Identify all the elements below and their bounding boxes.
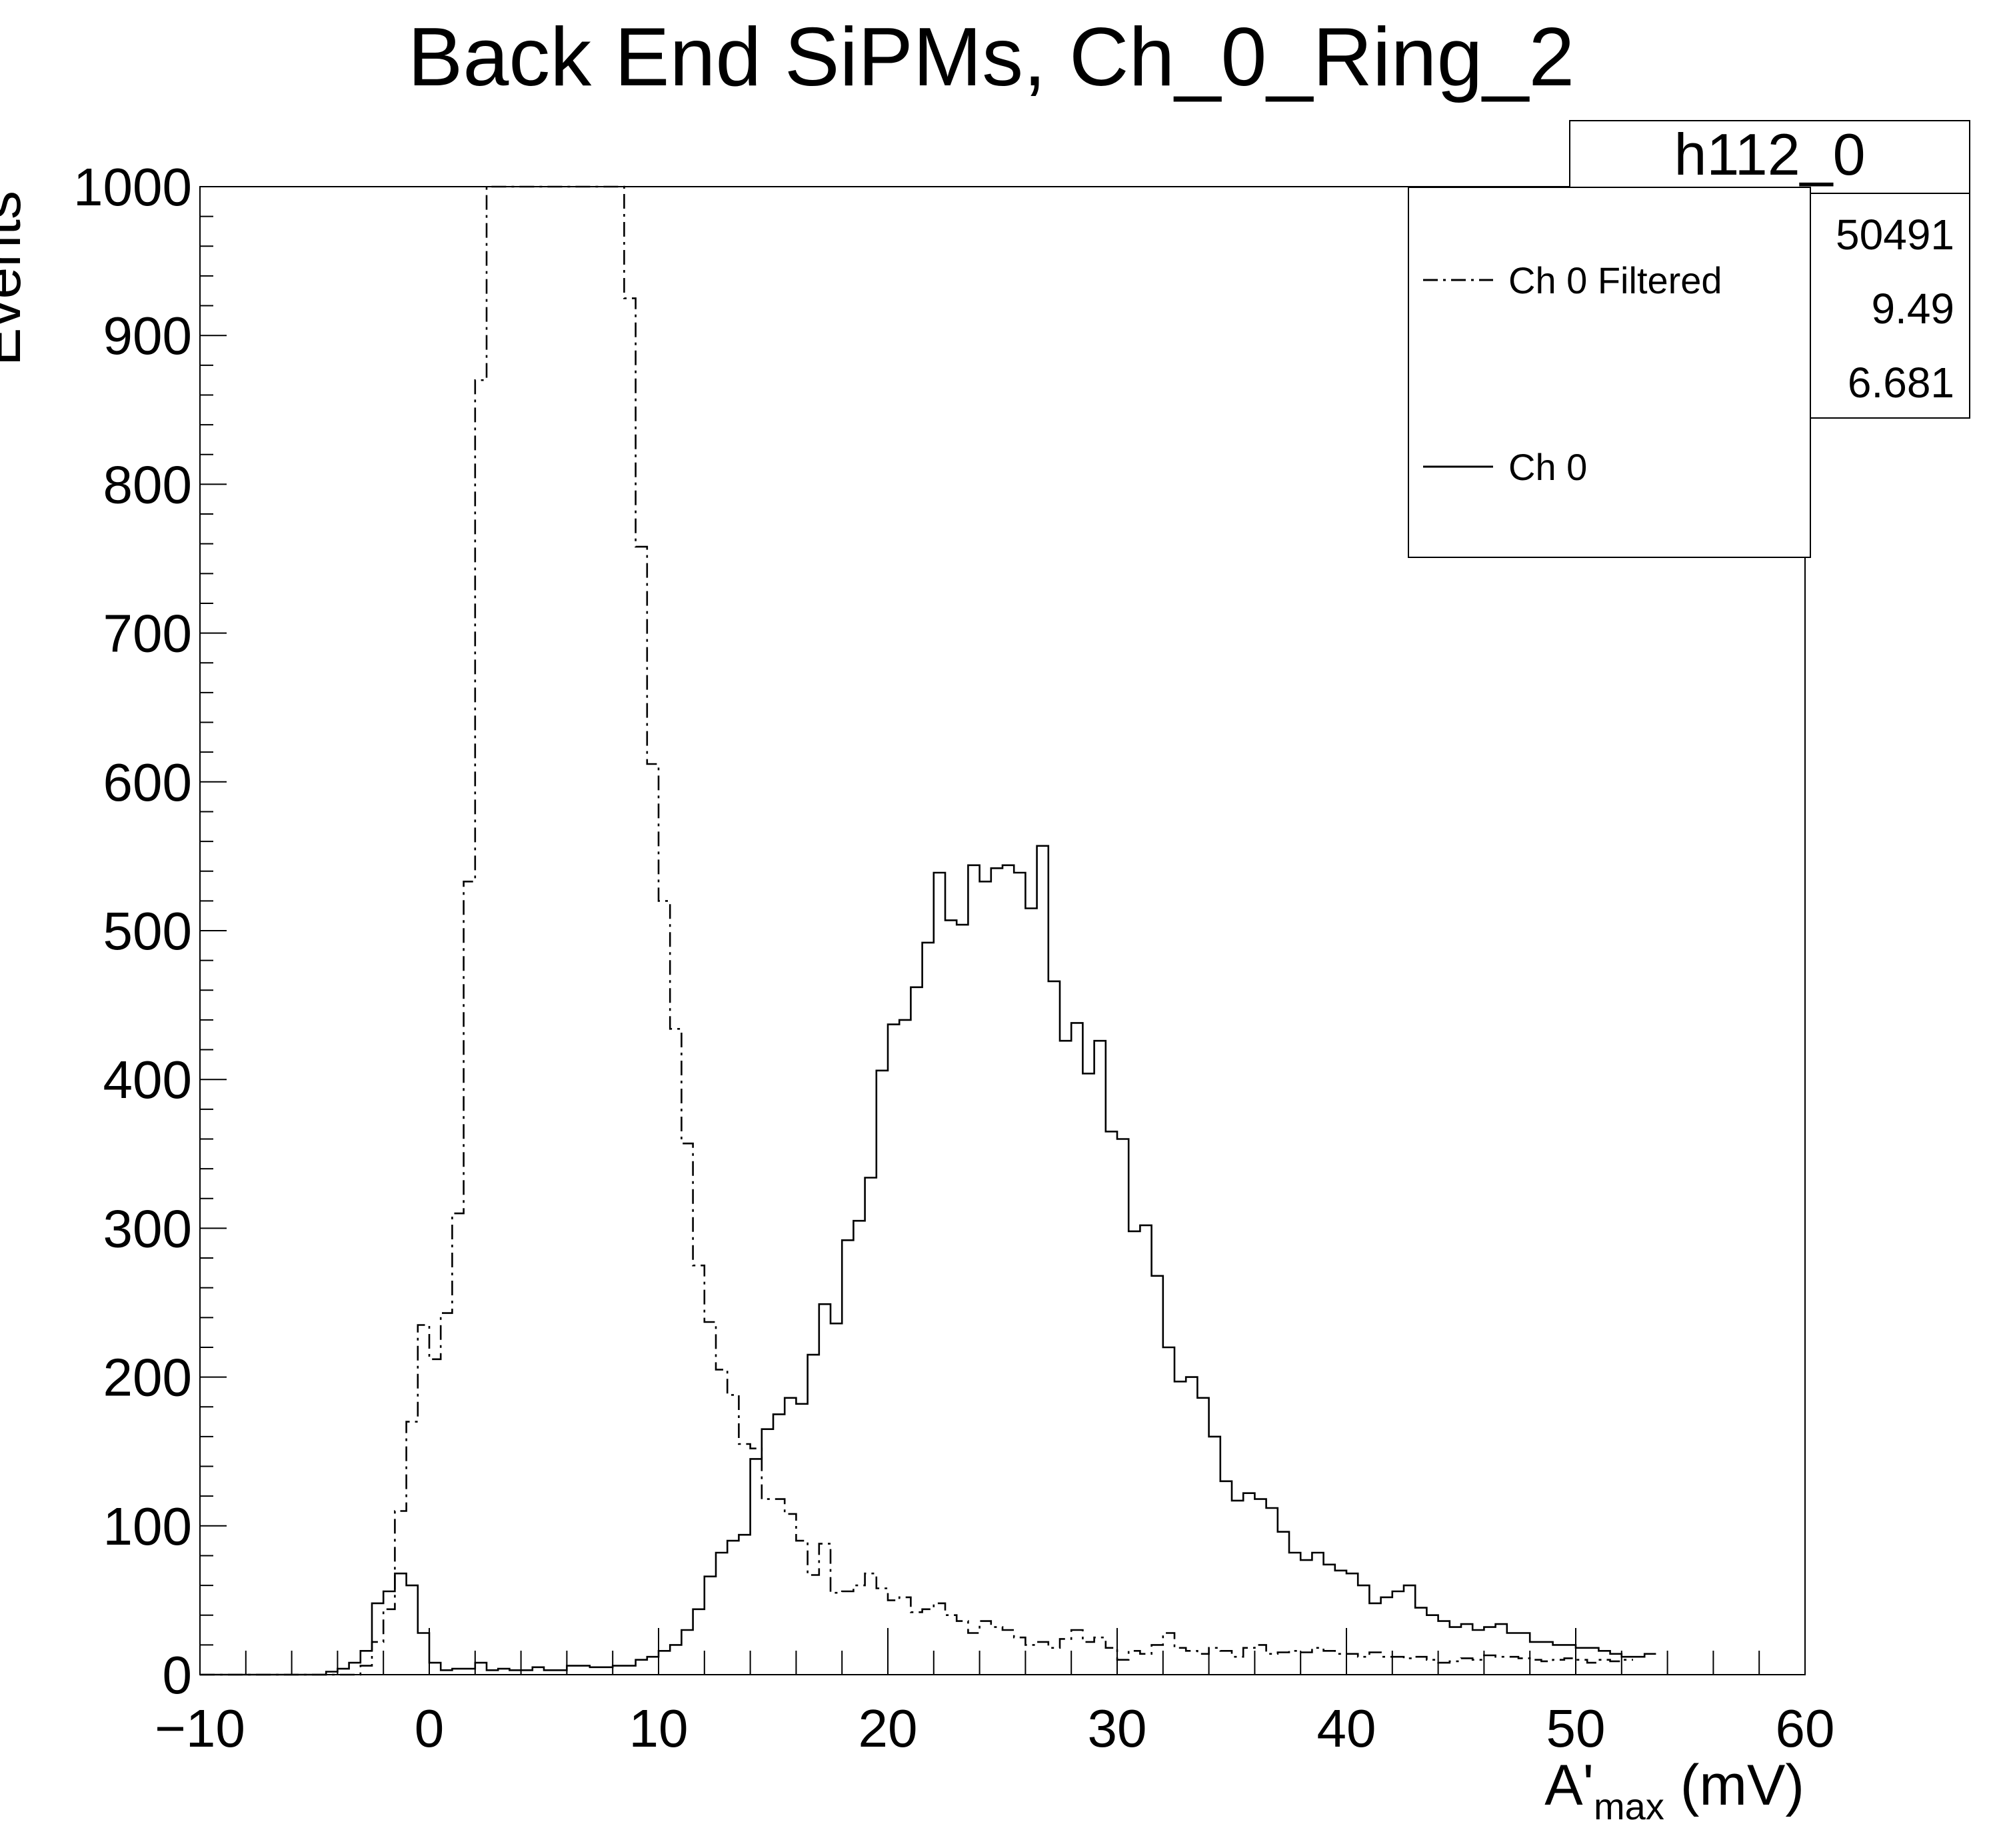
y-tick-label: 1000 <box>73 157 192 217</box>
y-tick-label: 600 <box>103 753 192 812</box>
series-line-ch0-filtered <box>200 185 1633 1676</box>
legend-frame <box>1408 187 1811 558</box>
y-tick-label: 300 <box>103 1199 192 1258</box>
x-axis-label-subscript: max <box>1594 1785 1664 1827</box>
chart-title: Back End SiPMs, Ch_0_Ring_2 <box>408 11 1575 103</box>
stats-mean-value: 9.49 <box>1871 285 1954 333</box>
x-tick-label: 60 <box>1776 1699 1835 1758</box>
histogram-series <box>200 185 1656 1676</box>
legend-label-filtered: Ch 0 Filtered <box>1508 259 1722 301</box>
legend-label-raw: Ch 0 <box>1508 446 1587 488</box>
y-tick-label: 0 <box>163 1645 193 1705</box>
y-axis-label: Events <box>0 191 33 366</box>
y-axis-ticks: 0 100 200 300 400 500 600 700 800 900 1000 <box>73 157 227 1705</box>
x-axis-label: A'max (mV) <box>1544 1753 1804 1827</box>
y-tick-label: 800 <box>103 455 192 514</box>
stats-stddev-value: 6.681 <box>1848 359 1954 407</box>
stats-entries-value: 50491 <box>1836 211 1954 259</box>
y-tick-label: 900 <box>103 306 192 365</box>
x-tick-label: −10 <box>155 1699 245 1758</box>
y-tick-label: 400 <box>103 1050 192 1109</box>
y-tick-label: 200 <box>103 1348 192 1407</box>
x-tick-label: 50 <box>1546 1699 1606 1758</box>
x-tick-label: 30 <box>1088 1699 1147 1758</box>
stats-box-title: h112_0 <box>1674 121 1865 187</box>
x-tick-label: 20 <box>859 1699 918 1758</box>
y-tick-label: 100 <box>103 1497 192 1556</box>
x-tick-label: 0 <box>415 1699 445 1758</box>
x-axis-label-main: A' <box>1544 1753 1594 1817</box>
series-line-ch0 <box>200 845 1656 1676</box>
x-axis-ticks: −10 0 10 20 30 40 50 60 <box>155 1628 1834 1758</box>
legend: Ch 0 Filtered Ch 0 <box>1408 187 1811 558</box>
x-axis-label-unit: (mV) <box>1664 1753 1804 1817</box>
x-tick-label: 10 <box>629 1699 689 1758</box>
y-tick-label: 700 <box>103 604 192 663</box>
x-tick-label: 40 <box>1317 1699 1376 1758</box>
y-tick-label: 500 <box>103 901 192 961</box>
